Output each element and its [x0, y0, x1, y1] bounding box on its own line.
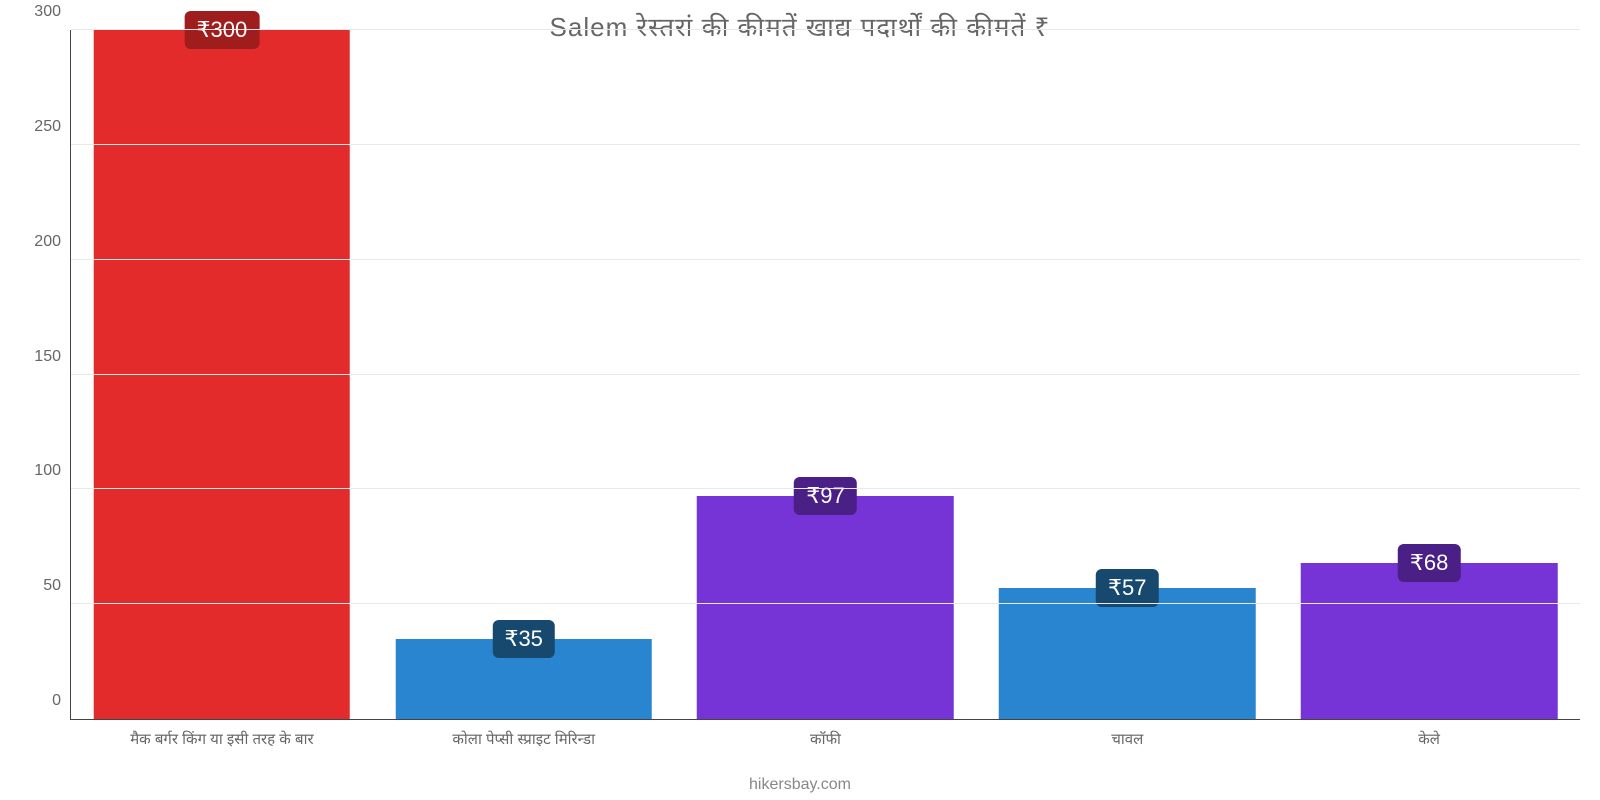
bar-slot: ₹35कोला पेप्सी स्प्राइट मिरिन्डा: [373, 30, 675, 719]
bar-slot: ₹300मैक बर्गर किंग या इसी तरह के बार: [71, 30, 373, 719]
gridline: [71, 259, 1580, 260]
y-tick-label: 200: [34, 233, 71, 251]
bars-row: ₹300मैक बर्गर किंग या इसी तरह के बार₹35क…: [71, 30, 1580, 719]
bar: [697, 496, 954, 719]
gridline: [71, 29, 1580, 30]
chart-container: Salem रेस्तरां की कीमतें खाद्य पदार्थों …: [0, 0, 1600, 800]
gridline: [71, 144, 1580, 145]
x-category-label: चावल: [1111, 719, 1143, 749]
x-category-label: कोला पेप्सी स्प्राइट मिरिन्डा: [452, 719, 595, 749]
gridline: [71, 374, 1580, 375]
y-tick-label: 300: [34, 3, 71, 21]
bar-slot: ₹68केले: [1278, 30, 1580, 719]
y-tick-label: 0: [52, 692, 71, 710]
gridline: [71, 488, 1580, 489]
value-badge: ₹35: [492, 620, 554, 658]
y-tick-label: 250: [34, 118, 71, 136]
x-category-label: केले: [1418, 719, 1440, 749]
bar: [94, 30, 351, 719]
bar-slot: ₹57चावल: [976, 30, 1278, 719]
x-category-label: कॉफी: [810, 719, 841, 749]
value-badge: ₹300: [185, 11, 260, 49]
bar: [1301, 563, 1558, 719]
bar-slot: ₹97कॉफी: [675, 30, 977, 719]
value-badge: ₹97: [794, 477, 856, 515]
y-tick-label: 150: [34, 348, 71, 366]
chart-footer: hikersbay.com: [0, 776, 1600, 794]
x-category-label: मैक बर्गर किंग या इसी तरह के बार: [130, 719, 313, 749]
value-badge: ₹68: [1398, 544, 1460, 582]
bar: [999, 588, 1256, 719]
y-tick-label: 100: [34, 462, 71, 480]
value-badge: ₹57: [1096, 569, 1158, 607]
plot-area: ₹300मैक बर्गर किंग या इसी तरह के बार₹35क…: [70, 30, 1580, 720]
y-tick-label: 50: [43, 577, 71, 595]
gridline: [71, 603, 1580, 604]
